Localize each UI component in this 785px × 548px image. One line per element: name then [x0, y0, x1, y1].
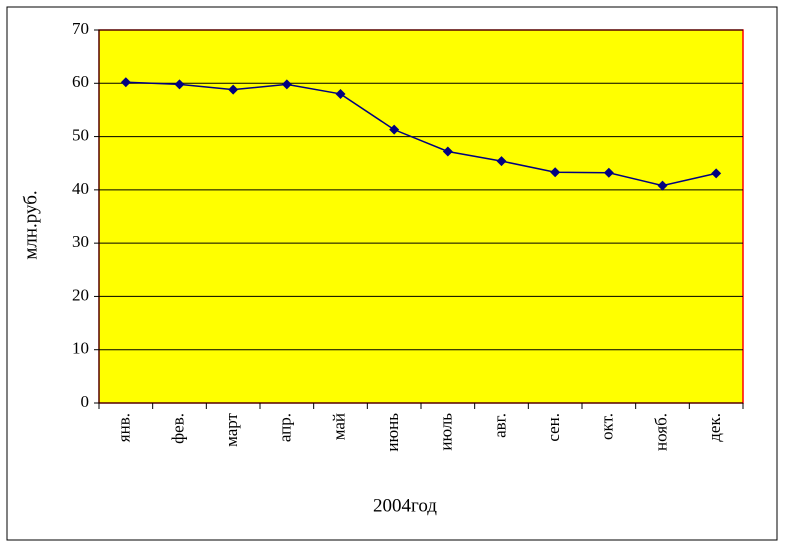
data-point: [711, 168, 722, 179]
plot-area: [98, 29, 744, 404]
x-tick-label: сен.: [544, 413, 563, 442]
data-point: [281, 79, 292, 90]
y-tick-label: 50: [72, 125, 89, 144]
data-point: [335, 88, 346, 99]
data-point: [174, 79, 185, 90]
data-line: [125, 81, 717, 187]
y-tick-label: 60: [72, 72, 89, 91]
x-tick-label: июль: [437, 413, 456, 451]
data-point: [442, 146, 453, 157]
x-tick-label: март: [222, 412, 241, 446]
data-point: [550, 167, 561, 178]
data-point: [496, 156, 507, 167]
data-point: [389, 124, 400, 135]
y-axis-title: млн.руб.: [20, 190, 41, 259]
x-tick-label: дек.: [705, 413, 724, 442]
x-tick-label: май: [329, 413, 348, 440]
y-tick-label: 70: [72, 19, 89, 38]
x-tick-label: авг.: [490, 413, 509, 438]
data-point: [603, 167, 614, 178]
x-tick-label: фев.: [168, 413, 187, 444]
x-tick-label: окт.: [598, 413, 617, 440]
data-point: [657, 180, 668, 191]
x-tick-label: апр.: [276, 413, 295, 442]
y-tick-label: 30: [72, 232, 89, 251]
y-tick-label: 10: [72, 339, 89, 358]
y-tick-label: 40: [72, 179, 89, 198]
y-tick-label: 20: [72, 285, 89, 304]
x-axis-title: 2004год: [373, 495, 437, 516]
x-tick-label: июнь: [383, 413, 402, 452]
y-tick-label: 0: [81, 392, 90, 411]
x-tick-label: нояб.: [651, 413, 670, 451]
data-point: [120, 77, 131, 88]
data-point: [228, 84, 239, 95]
x-tick-label: янв.: [115, 413, 134, 442]
